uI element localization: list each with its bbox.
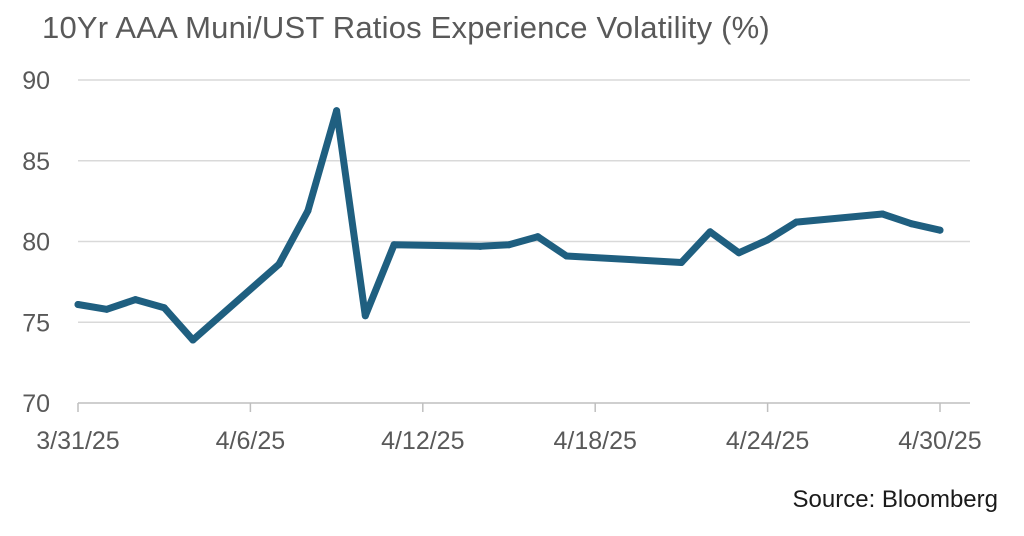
x-tick-label: 3/31/25 [36,427,119,455]
x-axis-tick-labels: 3/31/25 4/6/25 4/12/25 4/18/25 4/24/25 4/30/2… [36,427,981,455]
y-axis-tick-labels: 70 75 80 85 90 [22,67,50,418]
data-point [390,241,398,249]
data-point [907,220,915,228]
x-tick-label: 4/12/25 [381,427,464,455]
y-tick-label: 90 [22,67,50,95]
series-layer [74,107,944,344]
data-point [74,300,82,308]
data-point [792,218,800,226]
y-tick-label: 70 [22,390,50,418]
data-point [706,228,714,236]
x-tick-label: 4/24/25 [726,427,809,455]
data-point [677,258,685,266]
x-axis [77,402,970,412]
chart-title: 10Yr AAA Muni/UST Ratios Experience Vola… [42,10,770,45]
data-point [936,226,944,234]
x-tick-label: 4/18/25 [553,427,636,455]
y-tick-label: 85 [22,148,50,176]
data-point [189,336,197,344]
data-point [562,252,570,260]
data-point [333,107,341,115]
data-point [764,236,772,244]
data-point [103,305,111,313]
data-point [476,242,484,250]
data-point [879,210,887,218]
data-point [304,207,312,215]
data-point [160,304,168,312]
data-point [131,296,139,304]
y-tick-label: 80 [22,229,50,257]
y-tick-label: 75 [22,309,50,337]
data-point [505,241,513,249]
data-point [534,233,542,241]
x-tick-label: 4/30/25 [898,427,981,455]
data-point [735,249,743,257]
data-point [361,312,369,320]
source-note: Source: Bloomberg [792,486,998,513]
gridlines [78,79,970,323]
series-line [74,107,944,344]
data-point [275,260,283,268]
x-tick-label: 4/6/25 [216,427,286,455]
